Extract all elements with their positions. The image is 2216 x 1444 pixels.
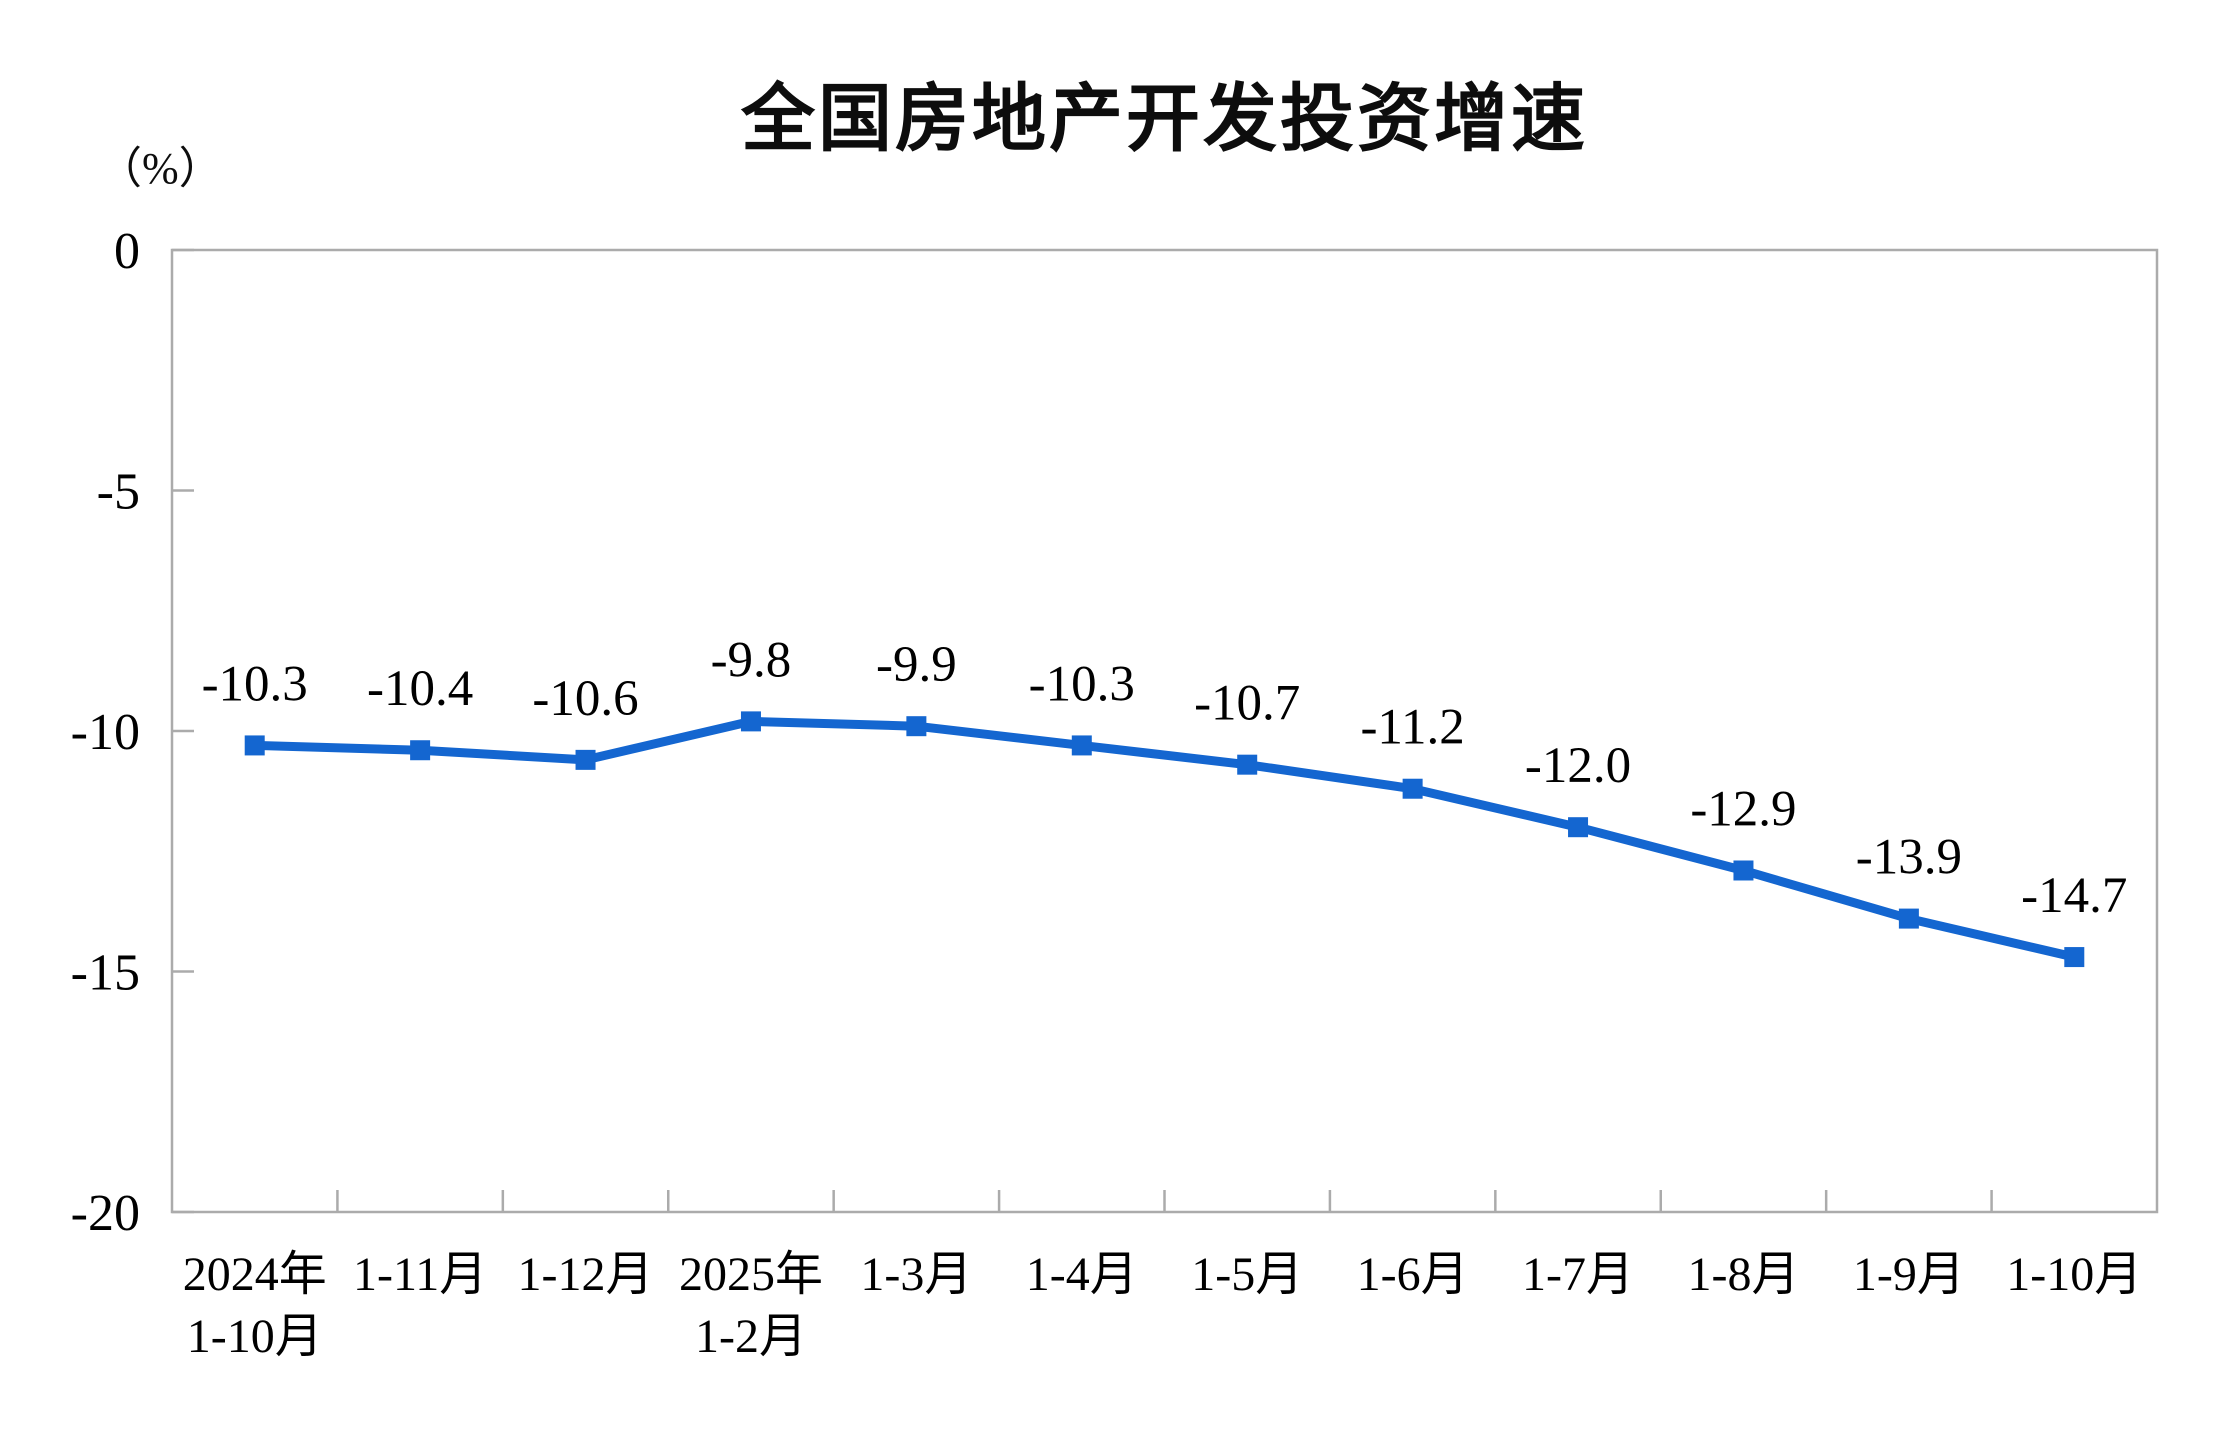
x-category-label: 1-10月 xyxy=(2006,1248,2142,1301)
data-point-marker xyxy=(1071,735,1092,756)
x-category-label: 1-3月 xyxy=(860,1248,972,1301)
data-point-label: -11.2 xyxy=(1360,700,1464,756)
data-point-marker xyxy=(740,711,761,732)
data-point-marker xyxy=(1568,817,1589,838)
chart-title: 全国房地产开发投资增速 xyxy=(741,77,1588,160)
y-tick-label: -20 xyxy=(71,1185,140,1242)
x-category-label: 1-6月 xyxy=(1357,1248,1469,1301)
series-line xyxy=(250,716,2079,962)
x-category-label: 1-4月 xyxy=(1026,1248,1138,1301)
data-point-marker xyxy=(1402,778,1423,799)
x-category-label: 2024年 1-10月 xyxy=(183,1248,327,1363)
x-category-label: 1-8月 xyxy=(1687,1248,1799,1301)
plot-area-border xyxy=(170,248,2159,1214)
y-tick-label: -5 xyxy=(97,464,140,521)
data-point-label: -14.7 xyxy=(2021,868,2127,924)
y-tick-label: -15 xyxy=(71,945,140,1002)
x-category-label: 1-11月 xyxy=(353,1248,487,1301)
data-point-marker xyxy=(244,735,265,756)
x-category-label: 1-7月 xyxy=(1522,1248,1634,1301)
y-tick-label: 0 xyxy=(114,223,140,280)
data-point-label: -12.9 xyxy=(1690,781,1796,837)
x-category-label: 1-5月 xyxy=(1191,1248,1303,1301)
data-point-marker xyxy=(575,749,596,770)
x-category-label: 1-9月 xyxy=(1853,1248,1965,1301)
data-point-marker xyxy=(1898,908,1919,929)
y-tick-label: -10 xyxy=(71,704,140,761)
x-category-label: 2025年 1-2月 xyxy=(679,1248,823,1363)
x-category-label: 1-12月 xyxy=(518,1248,654,1301)
data-point-label: -10.4 xyxy=(367,661,473,717)
data-point-label: -9.9 xyxy=(876,637,957,693)
data-point-marker xyxy=(410,740,431,761)
data-point-label: -10.3 xyxy=(1029,656,1135,712)
data-point-marker xyxy=(1237,754,1258,775)
data-point-label: -9.8 xyxy=(711,632,792,688)
data-point-marker xyxy=(2064,947,2085,968)
data-point-label: -10.3 xyxy=(202,656,308,712)
data-point-marker xyxy=(1733,860,1754,881)
data-point-label: -10.6 xyxy=(532,671,638,727)
data-point-marker xyxy=(906,716,927,737)
data-point-label: -13.9 xyxy=(1856,830,1962,886)
data-point-label: -12.0 xyxy=(1525,738,1631,794)
y-axis-unit-label: （%） xyxy=(98,144,223,193)
data-point-label: -10.7 xyxy=(1194,676,1300,732)
